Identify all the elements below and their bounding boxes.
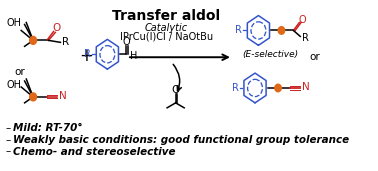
Text: O: O <box>52 23 60 34</box>
Text: O: O <box>172 85 180 95</box>
Text: +: + <box>79 47 93 65</box>
Text: Mild: RT-70°: Mild: RT-70° <box>12 123 82 133</box>
Text: R: R <box>235 25 242 35</box>
Text: R: R <box>232 83 239 93</box>
Text: OH: OH <box>7 18 22 28</box>
Circle shape <box>275 84 281 92</box>
Text: O: O <box>298 15 306 25</box>
Text: or: or <box>309 52 320 62</box>
Text: Transfer aldol: Transfer aldol <box>112 9 220 23</box>
Text: or: or <box>14 67 25 77</box>
Circle shape <box>30 93 37 101</box>
Text: N: N <box>59 91 67 101</box>
Text: H: H <box>130 51 137 61</box>
Text: (E-selective): (E-selective) <box>242 50 299 59</box>
Text: –: – <box>6 123 11 133</box>
Text: R: R <box>302 33 309 43</box>
Circle shape <box>278 27 285 34</box>
Text: –: – <box>6 135 11 145</box>
Text: R: R <box>62 37 69 47</box>
Text: –: – <box>6 147 11 156</box>
Text: R: R <box>84 49 91 59</box>
Text: OH: OH <box>7 80 22 90</box>
Text: Weakly basic conditions: good functional group tolerance: Weakly basic conditions: good functional… <box>12 135 349 145</box>
Text: N: N <box>302 82 310 92</box>
Text: Chemo- and stereoselective: Chemo- and stereoselective <box>12 147 175 156</box>
Text: IPrCu(I)Cl / NaOtBu: IPrCu(I)Cl / NaOtBu <box>120 31 213 41</box>
Text: O: O <box>122 37 130 47</box>
Circle shape <box>30 36 37 44</box>
Text: Catalytic: Catalytic <box>145 23 188 32</box>
